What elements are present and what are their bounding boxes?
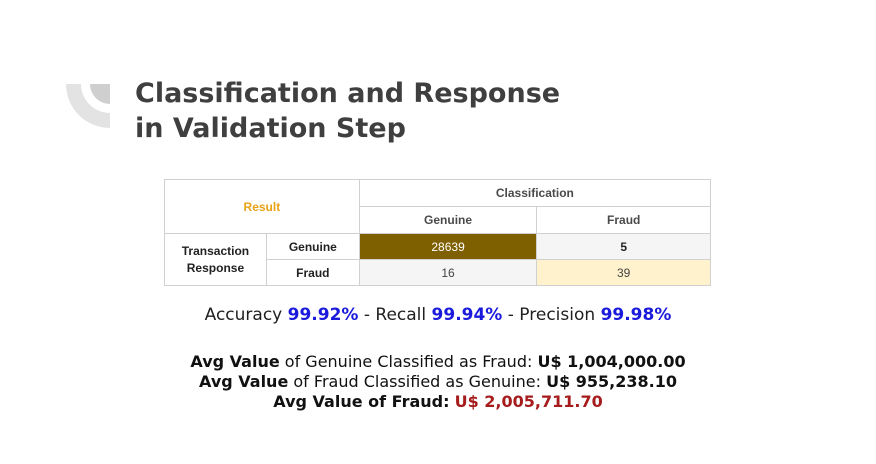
recall-value: 99.94% xyxy=(431,305,503,325)
table-row: Fraud 16 39 xyxy=(165,259,711,286)
avg-value-label: Avg Value xyxy=(199,372,289,391)
avg-genuine-as-fraud-value: U$ 1,004,000.00 xyxy=(537,352,686,371)
classification-header: Classification xyxy=(358,179,712,207)
table-subheader-row: Genuine Fraud xyxy=(165,206,711,234)
avg-value-label: Avg Value xyxy=(190,352,280,371)
metrics-separator: - xyxy=(507,305,514,325)
precision-label: Precision xyxy=(519,305,596,325)
title-line-1: Classification and Response xyxy=(135,78,561,109)
accuracy-value: 99.92% xyxy=(287,305,359,325)
confusion-matrix-table: Result Classification Genuine Fraud Tran… xyxy=(164,179,712,286)
metrics-line: Accuracy 99.92% - Recall 99.94% - Precis… xyxy=(0,305,876,325)
title-line-2: in Validation Step xyxy=(135,113,406,144)
row-header-fraud: Fraud xyxy=(265,259,360,286)
avg-description: of Fraud Classified as Genuine: xyxy=(293,372,541,391)
table-header-row: Result Classification xyxy=(164,179,712,234)
avg-fraud-as-genuine-line: Avg Value of Fraud Classified as Genuine… xyxy=(0,372,876,392)
cell-genuine-fraud: 5 xyxy=(536,233,711,260)
accuracy-label: Accuracy xyxy=(204,305,283,325)
average-values-block: Avg Value of Genuine Classified as Fraud… xyxy=(0,352,876,412)
column-header-fraud: Fraud xyxy=(536,206,711,234)
column-header-genuine: Genuine xyxy=(358,206,538,234)
avg-genuine-as-fraud-line: Avg Value of Genuine Classified as Fraud… xyxy=(0,352,876,372)
cell-fraud-genuine: 16 xyxy=(358,259,538,286)
decorative-arc-icon xyxy=(66,84,110,128)
avg-description: of Genuine Classified as Fraud: xyxy=(284,352,533,371)
avg-fraud-as-genuine-value: U$ 955,238.10 xyxy=(546,372,677,391)
page-title: Classification and Response in Validatio… xyxy=(135,76,560,146)
row-group-line-2: Response xyxy=(186,260,245,275)
row-header-genuine: Genuine xyxy=(265,233,360,260)
avg-fraud-value: U$ 2,005,711.70 xyxy=(454,392,603,411)
metrics-separator: - xyxy=(363,305,370,325)
table-row: Transaction Response Genuine 28639 5 xyxy=(164,233,711,286)
cell-fraud-fraud: 39 xyxy=(536,259,711,286)
row-group-line-1: Transaction xyxy=(181,243,250,258)
avg-fraud-label: Avg Value of Fraud: xyxy=(273,392,450,411)
avg-fraud-line: Avg Value of Fraud: U$ 2,005,711.70 xyxy=(0,392,876,412)
precision-value: 99.98% xyxy=(600,305,672,325)
result-header: Result xyxy=(164,179,360,234)
transaction-response-header: Transaction Response xyxy=(164,233,267,286)
cell-genuine-genuine: 28639 xyxy=(358,233,538,260)
recall-label: Recall xyxy=(375,305,427,325)
